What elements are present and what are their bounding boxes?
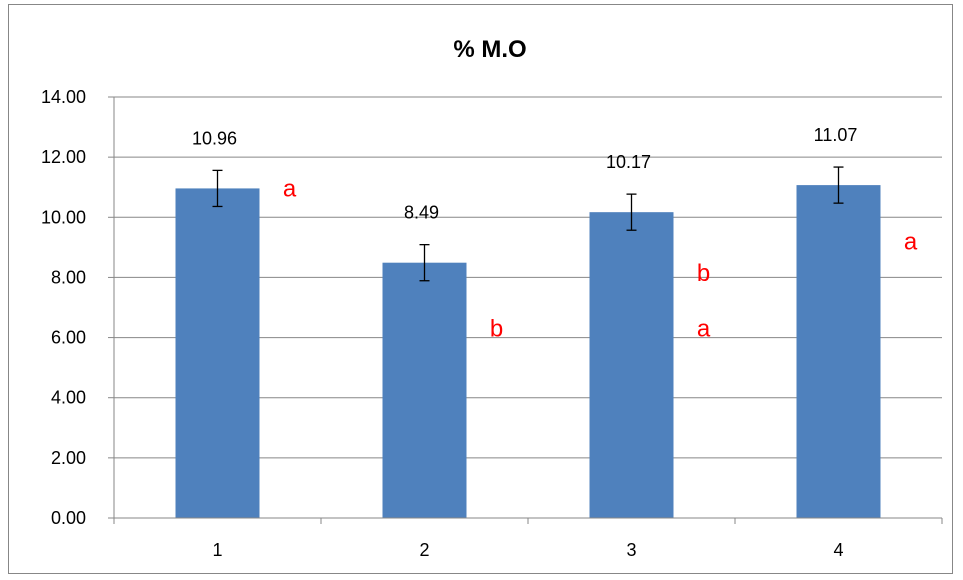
chart-title: % M.O — [453, 36, 526, 63]
bar — [796, 185, 881, 518]
error-bars — [212, 166, 844, 282]
y-tick-label: 0.00 — [51, 508, 86, 528]
x-tick-label: 4 — [833, 540, 843, 560]
bar — [589, 212, 674, 518]
data-label: 8.49 — [404, 203, 439, 223]
bar — [175, 188, 260, 518]
y-tick-label: 4.00 — [51, 388, 86, 408]
significance-letter: b — [490, 316, 503, 343]
y-tick-label: 14.00 — [41, 87, 86, 107]
x-tick-label: 1 — [212, 540, 222, 560]
data-label: 10.96 — [192, 128, 237, 148]
y-tick-label: 10.00 — [41, 207, 86, 227]
x-tick-label: 3 — [626, 540, 636, 560]
data-label: 10.17 — [606, 152, 651, 172]
y-tick-label: 12.00 — [41, 147, 86, 167]
bar — [382, 262, 467, 518]
axes — [108, 96, 943, 524]
significance-letter: a — [904, 228, 918, 255]
chart-frame — [8, 4, 953, 574]
significance-letter: a — [697, 316, 711, 343]
y-tick-label: 2.00 — [51, 448, 86, 468]
significance-letter: b — [697, 260, 710, 287]
y-tick-label: 6.00 — [51, 328, 86, 348]
significance-letter: a — [283, 175, 297, 202]
data-label: 11.07 — [814, 125, 858, 145]
x-tick-label: 2 — [419, 540, 429, 560]
y-tick-label: 8.00 — [51, 267, 86, 287]
bars — [175, 185, 881, 518]
labels: 0.00 2.00 4.00 6.00 8.00 10.00 12.00 14.00 1 10.9… — [41, 87, 918, 560]
